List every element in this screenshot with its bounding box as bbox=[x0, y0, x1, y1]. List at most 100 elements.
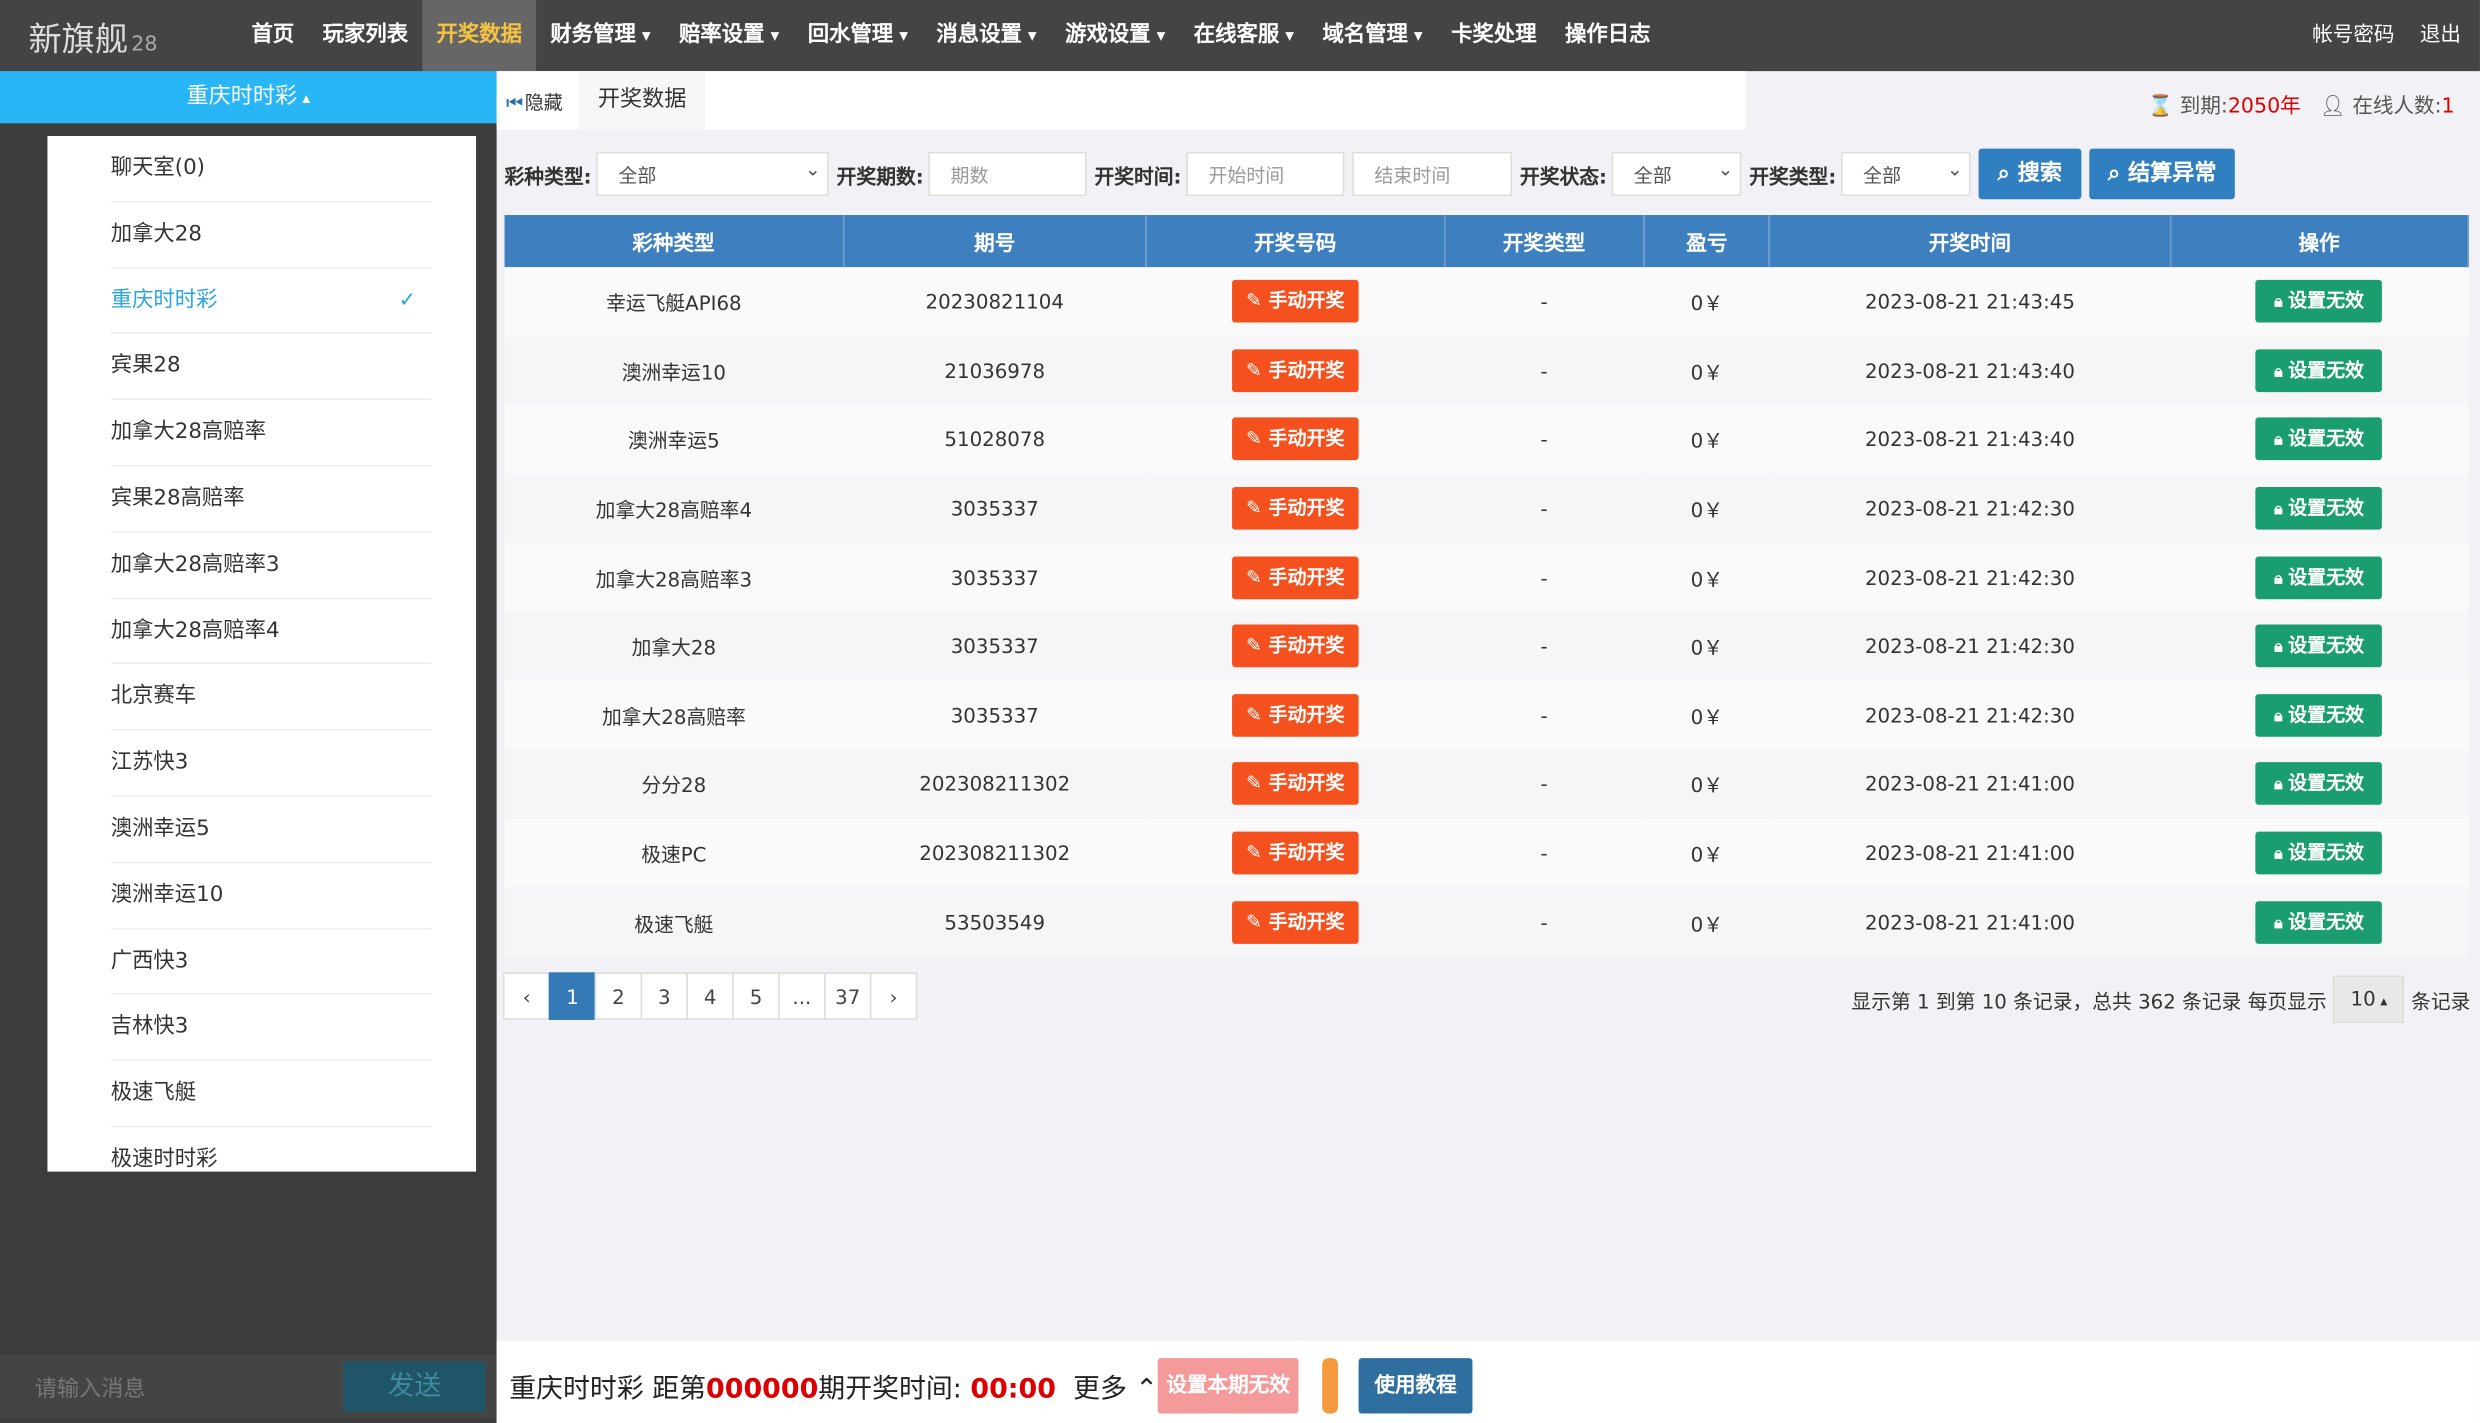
tutorial-button[interactable]: 使用教程 bbox=[1358, 1358, 1473, 1414]
invalidate-button[interactable]: 设置无效 bbox=[2255, 624, 2383, 668]
kind-select[interactable]: 全部 bbox=[1840, 147, 1971, 197]
filter-label: 彩种类型: bbox=[504, 163, 592, 188]
game-item[interactable]: 极速时时彩 bbox=[111, 1127, 432, 1171]
game-item[interactable]: 澳洲幸运5 bbox=[110, 797, 432, 863]
game-item[interactable]: 加拿大28 bbox=[110, 202, 432, 269]
invalidate-button[interactable]: 设置无效 bbox=[2255, 693, 2383, 737]
cell: 2023-08-21 21:41:00 bbox=[1769, 818, 2171, 888]
header-row: 彩种类型 期号 开奖号码 开奖类型 盈亏 开奖时间 操作 bbox=[504, 215, 2469, 268]
search-button[interactable]: ⌕ 搜索 bbox=[1978, 148, 2081, 200]
nav-item[interactable]: 赔率设置 bbox=[665, 0, 794, 71]
cell: 手动开奖 bbox=[1146, 749, 1445, 819]
game-item[interactable]: 重庆时时彩 bbox=[110, 268, 432, 335]
page-button[interactable]: 5 bbox=[732, 972, 780, 1020]
manual-draw-button[interactable]: 手动开奖 bbox=[1231, 831, 1359, 875]
nav-item[interactable]: 财务管理 bbox=[536, 0, 665, 71]
game-item[interactable]: 吉林快3 bbox=[110, 995, 432, 1062]
manual-draw-button[interactable]: 手动开奖 bbox=[1231, 349, 1359, 392]
issue-input[interactable]: 期数 bbox=[928, 151, 1087, 197]
send-button[interactable]: 发送 bbox=[343, 1361, 486, 1412]
nav-item[interactable]: 首页 bbox=[251, 22, 295, 48]
more-toggle[interactable]: 更多 bbox=[1073, 1374, 1158, 1406]
cell: 3035337 bbox=[843, 542, 1147, 612]
invalidate-button[interactable]: 设置无效 bbox=[2255, 556, 2383, 599]
column-header: 操作 bbox=[2170, 215, 2469, 268]
page-button[interactable]: 4 bbox=[686, 972, 734, 1020]
game-item[interactable]: 北京赛车 bbox=[110, 665, 432, 731]
hide-button[interactable]: 隐藏 bbox=[506, 89, 563, 116]
invalidate-button[interactable]: 设置无效 bbox=[2255, 900, 2383, 944]
logout-link[interactable]: 退出 bbox=[2419, 23, 2461, 48]
cell: 0￥ bbox=[1643, 267, 1770, 337]
manual-draw-button[interactable]: 手动开奖 bbox=[1231, 556, 1359, 599]
per-page-select[interactable]: 10 bbox=[2333, 975, 2405, 1023]
nav-item[interactable]: 卡奖处理 bbox=[1451, 22, 1537, 48]
end-input[interactable]: 结束时间 bbox=[1352, 151, 1513, 197]
game-item[interactable]: 加拿大28高赔率 bbox=[110, 400, 432, 467]
nav-item[interactable]: 开奖数据 bbox=[422, 0, 537, 72]
invalidate-button[interactable]: 设置无效 bbox=[2255, 831, 2383, 875]
status-select[interactable]: 全部 bbox=[1611, 147, 1742, 197]
manual-draw-button[interactable]: 手动开奖 bbox=[1231, 693, 1359, 737]
cell: 手动开奖 bbox=[1146, 405, 1445, 474]
page-button[interactable]: ‹ bbox=[502, 972, 551, 1020]
page-button[interactable]: 1 bbox=[548, 972, 597, 1020]
invalidate-button[interactable]: 设置无效 bbox=[2255, 418, 2383, 461]
invalidate-button[interactable]: 设置无效 bbox=[2255, 487, 2383, 530]
page-button[interactable]: 37 bbox=[824, 972, 872, 1020]
cell: 2023-08-21 21:41:00 bbox=[1769, 887, 2171, 957]
nav: 首页 玩家列表开奖数据财务管理赔率设置回水管理消息设置游戏设置在线客服域名管理卡奖… bbox=[237, 0, 1664, 72]
online: 1 bbox=[2441, 94, 2455, 119]
cell: 手动开奖 bbox=[1146, 818, 1445, 888]
manual-draw-button[interactable]: 手动开奖 bbox=[1231, 418, 1359, 461]
cell: 设置无效 bbox=[2170, 405, 2469, 474]
nav-item[interactable]: 玩家列表 bbox=[322, 22, 409, 48]
manual-draw-button[interactable]: 手动开奖 bbox=[1231, 762, 1359, 806]
type-select[interactable]: 全部 bbox=[596, 147, 829, 197]
game-item[interactable]: 宾果28 bbox=[110, 334, 432, 401]
start-input[interactable]: 开始时间 bbox=[1186, 151, 1345, 197]
tab[interactable]: 开奖数据 bbox=[578, 71, 706, 130]
manual-draw-button[interactable]: 手动开奖 bbox=[1231, 487, 1359, 530]
column-header: 盈亏 bbox=[1643, 215, 1771, 268]
game-item[interactable]: 澳洲幸运10 bbox=[110, 863, 432, 929]
nav-item[interactable]: 游戏设置 bbox=[1051, 0, 1180, 71]
filter-label: 开奖类型: bbox=[1749, 163, 1837, 188]
invalidate-button[interactable]: 设置无效 bbox=[2255, 762, 2383, 806]
nav-item[interactable]: 操作日志 bbox=[1565, 22, 1651, 48]
invalidate-button[interactable]: 设置本期无效 bbox=[1157, 1358, 1299, 1414]
game-item[interactable]: 聊天室(0) bbox=[110, 136, 432, 203]
page-button[interactable]: › bbox=[869, 972, 918, 1020]
nav-item[interactable]: 回水管理 bbox=[794, 0, 923, 71]
sidebar-title[interactable]: 重庆时时彩 bbox=[0, 71, 497, 124]
invalidate-button[interactable]: 设置无效 bbox=[2255, 280, 2383, 324]
manual-draw-button[interactable]: 手动开奖 bbox=[1231, 900, 1359, 944]
cell: 极速飞艇 bbox=[504, 887, 844, 957]
nav-item[interactable]: 域名管理 bbox=[1308, 0, 1437, 71]
account-link[interactable]: 帐号密码 bbox=[2312, 23, 2395, 48]
game-item[interactable]: 广西快3 bbox=[110, 929, 432, 996]
page-button[interactable]: 3 bbox=[640, 972, 688, 1020]
page-button[interactable]: 2 bbox=[594, 972, 643, 1020]
game-item[interactable]: 宾果28高赔率 bbox=[110, 466, 432, 533]
manual-draw-button[interactable]: 手动开奖 bbox=[1231, 280, 1359, 324]
game: 重庆时时彩 bbox=[509, 1373, 644, 1406]
nav-item[interactable]: 消息设置 bbox=[922, 0, 1051, 71]
game-item[interactable]: 加拿大28高赔率4 bbox=[110, 599, 432, 665]
cell: 澳洲幸运10 bbox=[504, 336, 844, 406]
manual-draw-button[interactable]: 手动开奖 bbox=[1231, 624, 1359, 668]
game-item[interactable]: 江苏快3 bbox=[110, 731, 432, 797]
cell: 20230821104 bbox=[843, 267, 1147, 337]
invalidate-button[interactable]: 设置无效 bbox=[2255, 349, 2383, 392]
game-item[interactable]: 加拿大28高赔率3 bbox=[110, 532, 432, 599]
cell: 手动开奖 bbox=[1146, 473, 1445, 543]
cell: 手动开奖 bbox=[1146, 336, 1445, 406]
settle-button[interactable]: ⌕ 结算异常 bbox=[2088, 148, 2236, 200]
nav-item[interactable]: 在线客服 bbox=[1180, 0, 1309, 71]
page-button[interactable]: ... bbox=[778, 972, 826, 1020]
game-item[interactable]: 极速飞艇 bbox=[110, 1061, 432, 1128]
logo[interactable]: 新旗舰 28 bbox=[28, 14, 157, 61]
